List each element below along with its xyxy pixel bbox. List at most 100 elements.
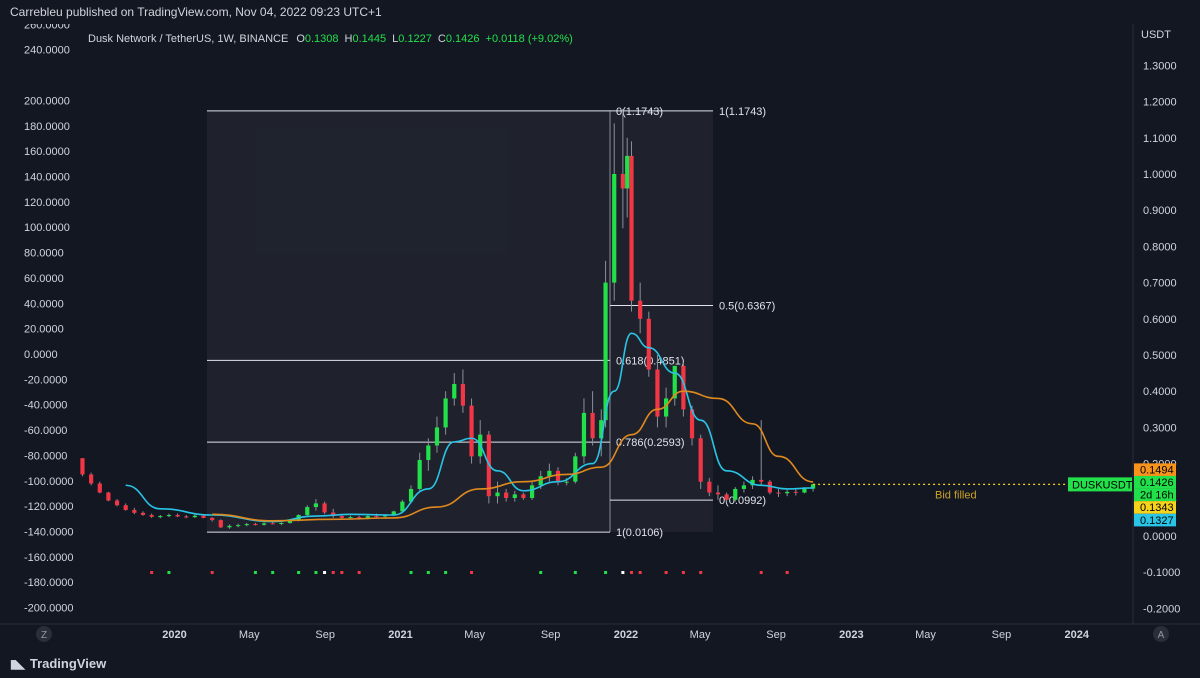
candle-body[interactable] xyxy=(655,369,660,417)
legend-low-label: L xyxy=(392,33,398,45)
auto-scale-button[interactable] xyxy=(1153,626,1169,642)
candle-body[interactable] xyxy=(443,398,448,428)
candle-body[interactable] xyxy=(698,438,703,482)
candle-body[interactable] xyxy=(149,515,154,517)
right-axis-tick-label: 0.5000 xyxy=(1143,350,1177,362)
candle-body[interactable] xyxy=(365,516,370,519)
candle-body[interactable] xyxy=(715,492,721,495)
signal-marker xyxy=(444,571,448,574)
candle-body[interactable] xyxy=(391,511,396,516)
candle-body[interactable] xyxy=(106,492,111,501)
candle-body[interactable] xyxy=(620,174,625,189)
candle-body[interactable] xyxy=(166,515,172,517)
candle-body[interactable] xyxy=(802,488,807,493)
right-axis-tick-label: 0.9000 xyxy=(1143,205,1177,217)
candle-body[interactable] xyxy=(555,470,561,482)
bid-filled-annotation[interactable]: Bid filled xyxy=(935,489,977,501)
candle-body[interactable] xyxy=(724,494,729,500)
candle-body[interactable] xyxy=(759,479,764,482)
candle-body[interactable] xyxy=(469,405,474,457)
candle-body[interactable] xyxy=(793,491,798,493)
candle-body[interactable] xyxy=(132,509,137,513)
candle-body[interactable] xyxy=(681,365,686,410)
x-axis-tick-label: 2021 xyxy=(388,629,412,641)
candle-body[interactable] xyxy=(564,481,569,483)
left-axis-tick-label: -20.0000 xyxy=(24,374,67,386)
candle-body[interactable] xyxy=(408,488,414,502)
candle-body[interactable] xyxy=(672,365,677,399)
candle-body[interactable] xyxy=(434,427,440,446)
candle-body[interactable] xyxy=(175,515,180,517)
candle-body[interactable] xyxy=(547,470,552,477)
candle-body[interactable] xyxy=(97,483,102,493)
candle-body[interactable] xyxy=(210,517,215,521)
candle-body[interactable] xyxy=(270,523,275,525)
candle-body[interactable] xyxy=(313,503,319,508)
candle-body[interactable] xyxy=(689,409,695,439)
candle-body[interactable] xyxy=(707,481,712,493)
candle-body[interactable] xyxy=(123,505,128,510)
chart-frame[interactable]: 260.0000 240.0000 200.0000 180.0000 160.0000… xyxy=(0,19,1200,650)
candle-body[interactable] xyxy=(452,383,457,399)
candle-body[interactable] xyxy=(184,516,189,518)
candle-body[interactable] xyxy=(504,492,509,498)
candle-body[interactable] xyxy=(348,517,353,519)
candle-body[interactable] xyxy=(89,474,94,484)
candle-body[interactable] xyxy=(426,445,431,460)
legend-low-value: 0.1227 xyxy=(398,33,432,45)
candle-body[interactable] xyxy=(573,456,578,482)
candle-body[interactable] xyxy=(287,520,293,523)
candle-body[interactable] xyxy=(646,318,651,370)
candle-body[interactable] xyxy=(80,458,85,475)
candle-body[interactable] xyxy=(521,494,526,498)
candle-body[interactable] xyxy=(279,522,284,524)
candle-body[interactable] xyxy=(227,525,232,528)
candle-body[interactable] xyxy=(460,383,466,406)
candle-body[interactable] xyxy=(733,488,738,500)
candle-body[interactable] xyxy=(603,282,608,421)
candle-body[interactable] xyxy=(400,501,405,512)
candle-body[interactable] xyxy=(192,515,197,518)
candle-body[interactable] xyxy=(767,481,772,493)
candle-body[interactable] xyxy=(114,500,120,506)
candle-body[interactable] xyxy=(218,520,223,528)
candle-body[interactable] xyxy=(140,512,146,516)
price-chart[interactable]: 260.0000 240.0000 200.0000 180.0000 160.0000… xyxy=(0,19,1200,650)
candle-body[interactable] xyxy=(538,476,543,486)
candle-body[interactable] xyxy=(741,485,747,489)
tradingview-logo[interactable]: ▮◣ TradingView xyxy=(10,656,106,671)
candle-body[interactable] xyxy=(201,515,206,518)
x-axis-tick-label: May xyxy=(690,629,711,641)
candle-body[interactable] xyxy=(612,174,617,283)
candle-body[interactable] xyxy=(629,155,634,301)
candle-body[interactable] xyxy=(357,517,362,519)
candle-body[interactable] xyxy=(810,484,816,489)
candle-body[interactable] xyxy=(261,523,267,525)
candle-body[interactable] xyxy=(785,491,790,494)
candle-body[interactable] xyxy=(322,503,327,513)
candle-body[interactable] xyxy=(599,420,604,439)
candle-body[interactable] xyxy=(529,485,535,498)
candle-body[interactable] xyxy=(625,155,630,189)
candle-body[interactable] xyxy=(750,479,755,486)
candle-body[interactable] xyxy=(663,398,669,417)
candle-body[interactable] xyxy=(417,459,422,489)
candle-body[interactable] xyxy=(512,494,517,498)
candle-body[interactable] xyxy=(253,524,258,526)
candle-body[interactable] xyxy=(305,507,310,516)
candle-body[interactable] xyxy=(638,300,643,319)
candle-body[interactable] xyxy=(244,524,249,526)
candle-body[interactable] xyxy=(495,492,500,497)
candle-body[interactable] xyxy=(776,492,781,494)
candle-body[interactable] xyxy=(581,412,587,457)
zoom-reset-button[interactable] xyxy=(36,626,52,642)
candle-body[interactable] xyxy=(158,516,163,518)
candle-body[interactable] xyxy=(339,516,344,518)
left-axis-tick-label: 140.0000 xyxy=(24,171,70,183)
candle-body[interactable] xyxy=(331,512,336,517)
candle-body[interactable] xyxy=(236,525,241,527)
candle-body[interactable] xyxy=(590,412,595,439)
fib-zone-shade xyxy=(207,110,713,533)
candle-body[interactable] xyxy=(374,516,379,518)
signal-marker xyxy=(323,571,327,574)
